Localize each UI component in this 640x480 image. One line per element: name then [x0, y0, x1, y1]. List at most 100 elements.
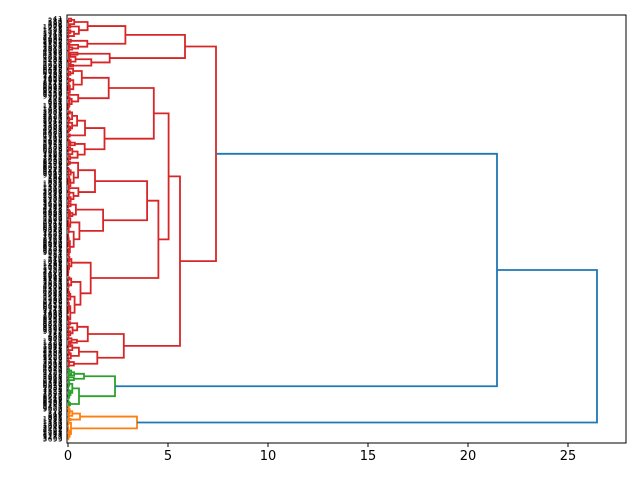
- leaf-label: 570: [48, 255, 63, 263]
- leaf-label: 7653: [43, 75, 63, 83]
- leaf-label: 5414: [43, 293, 63, 301]
- leaf-label: 2880: [43, 351, 63, 359]
- leaf-label: 2005: [43, 109, 63, 117]
- leaf-label: 8121: [43, 236, 63, 244]
- leaf-label: 977: [48, 336, 63, 344]
- leaf-label: 2066: [43, 188, 63, 196]
- dendrogram-link: [68, 249, 70, 256]
- leaf-label: 5638: [43, 138, 63, 146]
- leaf-label: 865: [48, 414, 63, 422]
- dendrogram-link: [67, 34, 70, 38]
- leaf-label: 1486: [43, 105, 63, 113]
- leaf-label: 1547: [43, 184, 63, 192]
- leaf-label: 1781: [43, 264, 63, 272]
- x-tick-label-20: 20: [459, 449, 477, 464]
- leaf-label: 1435: [43, 261, 63, 269]
- leaf-label: 5699: [43, 216, 63, 224]
- leaf-label: 6096: [43, 63, 63, 71]
- leaf-label: 1659: [43, 106, 63, 114]
- leaf-label: 1954: [43, 265, 63, 273]
- leaf-label: 3155: [43, 39, 63, 47]
- leaf-label: 1150: [43, 338, 63, 346]
- leaf-label: 8345: [43, 80, 63, 88]
- leaf-label: 8691: [43, 83, 63, 91]
- leaf-label: 9566: [43, 325, 63, 333]
- leaf-label: 7307: [43, 72, 63, 80]
- leaf-label: 2524: [43, 113, 63, 121]
- leaf-label: 2463: [43, 34, 63, 42]
- leaf-label: 1140: [43, 102, 63, 110]
- dendrogram-link: [73, 372, 85, 380]
- leaf-label: 631: [48, 334, 63, 342]
- leaf-label: 9729: [43, 91, 63, 99]
- leaf-label: 6218: [43, 221, 63, 229]
- dendrogram-link: [67, 428, 70, 434]
- leaf-label: 794: [48, 99, 63, 107]
- leaf-label: 8355: [43, 316, 63, 324]
- leaf-label: 6625: [43, 302, 63, 310]
- leaf-label: 6452: [43, 301, 63, 309]
- leaf-label: 5353: [43, 214, 63, 222]
- leaf-label: 6157: [43, 142, 63, 150]
- dendrogram-link: [67, 325, 70, 330]
- leaf-label: 7602: [43, 231, 63, 239]
- dendrogram-link: [109, 34, 186, 59]
- leaf-label: 1089: [43, 259, 63, 267]
- leaf-label: 804: [48, 335, 63, 343]
- leaf-label: 448: [48, 97, 63, 105]
- leaf-label: 3674: [43, 44, 63, 52]
- leaf-label: 4366: [43, 49, 63, 57]
- leaf-label: 906: [48, 22, 63, 30]
- leaf-label: 4539: [43, 50, 63, 58]
- leaf-label: 4091: [43, 361, 63, 369]
- leaf-label: 5587: [43, 294, 63, 302]
- leaf-label: 6686: [43, 381, 63, 389]
- leaf-label: 6859: [43, 383, 63, 391]
- dendrogram-link: [90, 199, 160, 279]
- dendrogram-link: [67, 230, 70, 234]
- leaf-label: 5577: [43, 59, 63, 67]
- leaf-label: 4773: [43, 131, 63, 139]
- dendrogram-link: [68, 413, 70, 418]
- leaf-label: 1903: [43, 422, 63, 430]
- dendrogram-link: [67, 336, 70, 341]
- leaf-label: 7836: [43, 312, 63, 320]
- x-tick-label-0: 0: [63, 449, 73, 464]
- leaf-label: 8579: [43, 161, 63, 169]
- leaf-label: 4020: [43, 46, 63, 54]
- leaf-label: 5923: [43, 61, 63, 69]
- x-tick-label-10: 10: [259, 449, 277, 464]
- dendrogram-link: [67, 223, 70, 230]
- leaf-label: 6910: [43, 226, 63, 234]
- dendrogram-link: [87, 25, 127, 45]
- leaf-label: 2351: [43, 112, 63, 120]
- leaf-label: 3104: [43, 196, 63, 204]
- leaf-label: 2239: [43, 189, 63, 197]
- leaf-label: 4488: [43, 207, 63, 215]
- leaf-label: 285: [48, 331, 63, 339]
- leaf-label: 519: [48, 411, 63, 419]
- leaf-label: 3857: [43, 280, 63, 288]
- dendrogram-link: [67, 329, 70, 334]
- leaf-label: 7144: [43, 306, 63, 314]
- leaf-label: 6961: [43, 69, 63, 77]
- leaf-label: 3796: [43, 201, 63, 209]
- leaf-label: 4549: [43, 286, 63, 294]
- leaf-label: 8640: [43, 240, 63, 248]
- leaf-label: 2697: [43, 114, 63, 122]
- leaf-label: 8762: [43, 398, 63, 406]
- leaf-label: 9220: [43, 323, 63, 331]
- dendrogram-link: [73, 70, 83, 86]
- leaf-label: 2982: [43, 38, 63, 46]
- leaf-label: 9444: [43, 167, 63, 175]
- leaf-label: 6340: [43, 378, 63, 386]
- leaf-label: 1211: [43, 417, 63, 425]
- leaf-label: 7775: [43, 233, 63, 241]
- leaf-label: 1771: [43, 29, 63, 37]
- leaf-label: 163: [48, 173, 63, 181]
- dendrogram-link: [84, 127, 106, 151]
- leaf-label: 4610: [43, 365, 63, 373]
- leaf-label: 8589: [43, 396, 63, 404]
- leaf-label: 3399: [43, 355, 63, 363]
